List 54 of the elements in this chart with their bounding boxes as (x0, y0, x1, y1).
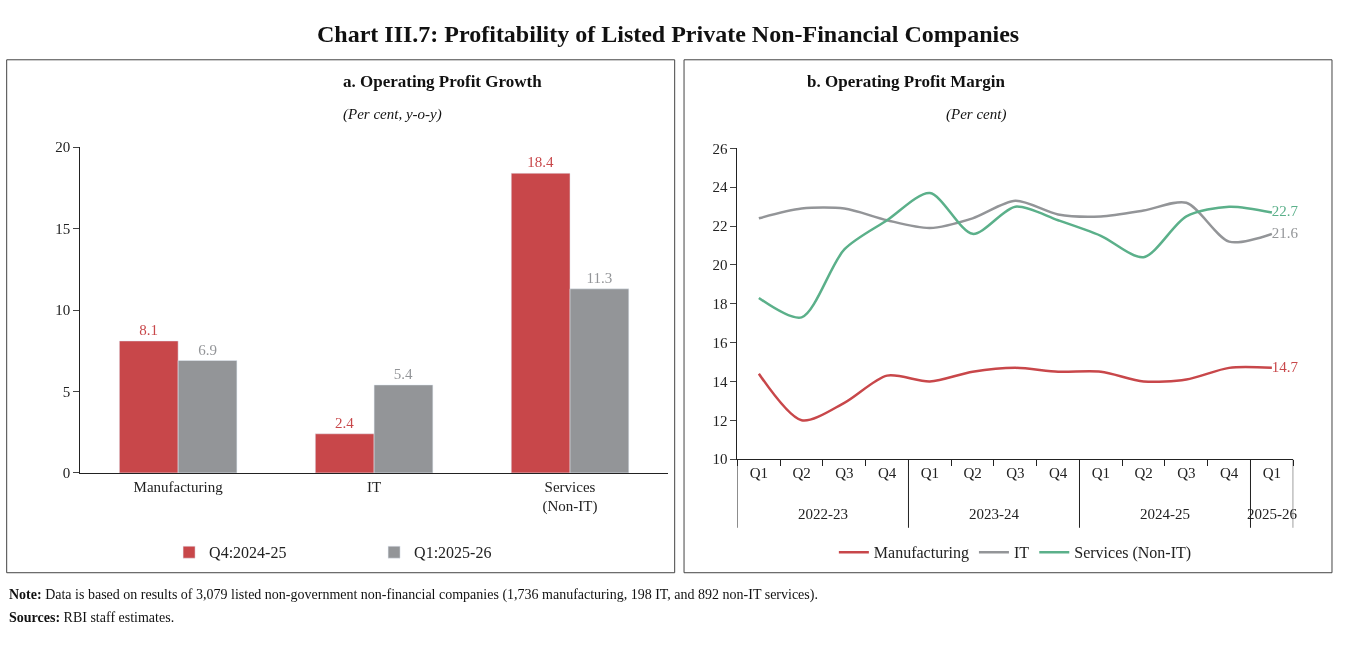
data-label: 22.7 (1271, 203, 1299, 220)
x-tick-label: Q4 (1048, 465, 1068, 482)
chart-title: a. Operating Profit Growth (343, 72, 543, 91)
data-label: 5.4 (393, 365, 414, 382)
y-tick-label: 10 (712, 451, 728, 468)
data-label: 14.7 (1271, 358, 1299, 375)
x-tick-label: Manufacturing (133, 478, 224, 495)
data-label: 8.1 (139, 321, 159, 338)
y-tick-label: 15 (55, 220, 71, 237)
y-tick-label: 26 (712, 140, 728, 157)
x-tick-label: Q3 (1006, 465, 1025, 482)
y-tick-label: 20 (55, 139, 71, 156)
x-tick-label: Q3 (835, 465, 854, 482)
data-label: 21.6 (1271, 224, 1299, 241)
y-tick-label: 20 (712, 257, 728, 274)
legend-label: Q1:2025-26 (414, 544, 492, 562)
y-tick-label: 24 (712, 179, 728, 196)
chart-title: b. Operating Profit Margin (807, 72, 1006, 91)
x-tick-label: IT (366, 478, 382, 495)
text: 2024-25 (1140, 506, 1190, 522)
y-tick-label: 22 (712, 218, 728, 235)
y-tick-label: 5 (62, 383, 71, 400)
x-tick-label: Q1 (749, 465, 769, 482)
x-tick-label: Q1 (1262, 465, 1282, 482)
data-label: 11.3 (586, 269, 613, 286)
x-tick-label: Q2 (792, 465, 811, 482)
legend-label: Services (Non-IT) (1074, 544, 1192, 563)
y-tick-label: 0 (62, 465, 71, 482)
y-tick-label: 10 (55, 302, 71, 319)
source-note: Sources: RBI staff estimates. (9, 610, 175, 625)
data-label: 6.9 (198, 341, 217, 358)
x-tick-label: Q3 (1177, 465, 1196, 482)
text: Chart III.7: Profitability of Listed Private Non-Financial Companies (317, 21, 1020, 47)
y-tick-label: 12 (712, 412, 728, 429)
text: 2023-24 (969, 506, 1020, 522)
legend-label: Manufacturing (873, 544, 969, 563)
legend-label: Q4:2024-25 (209, 544, 287, 562)
text: 2022-23 (798, 506, 848, 522)
chart-subtitle: (Per cent) (946, 106, 1007, 123)
x-tick-label: Q1 (1091, 465, 1111, 482)
data-label: 18.4 (527, 154, 555, 171)
y-tick-label: 18 (712, 296, 728, 313)
x-tick-label: Q4 (1219, 465, 1239, 482)
x-tick-label: Q4 (877, 465, 897, 482)
x-tick-label: Q2 (963, 465, 982, 482)
chart-subtitle: (Per cent, y-o-y) (343, 106, 442, 123)
y-tick-label: 14 (712, 373, 728, 390)
x-tick-label: Services (Non-IT) (542, 478, 598, 516)
legend-label: IT (1013, 544, 1030, 562)
x-tick-label: Q2 (1134, 465, 1153, 482)
data-label: 2.4 (335, 414, 355, 431)
text: Note: Data is based on results of 3,079 listed non-government non-financial companies (1,736 manufacturing, 198 IT, and 892 non-IT services). (9, 587, 818, 603)
y-tick-label: 16 (712, 334, 728, 351)
x-tick-label: Q1 (920, 465, 940, 482)
